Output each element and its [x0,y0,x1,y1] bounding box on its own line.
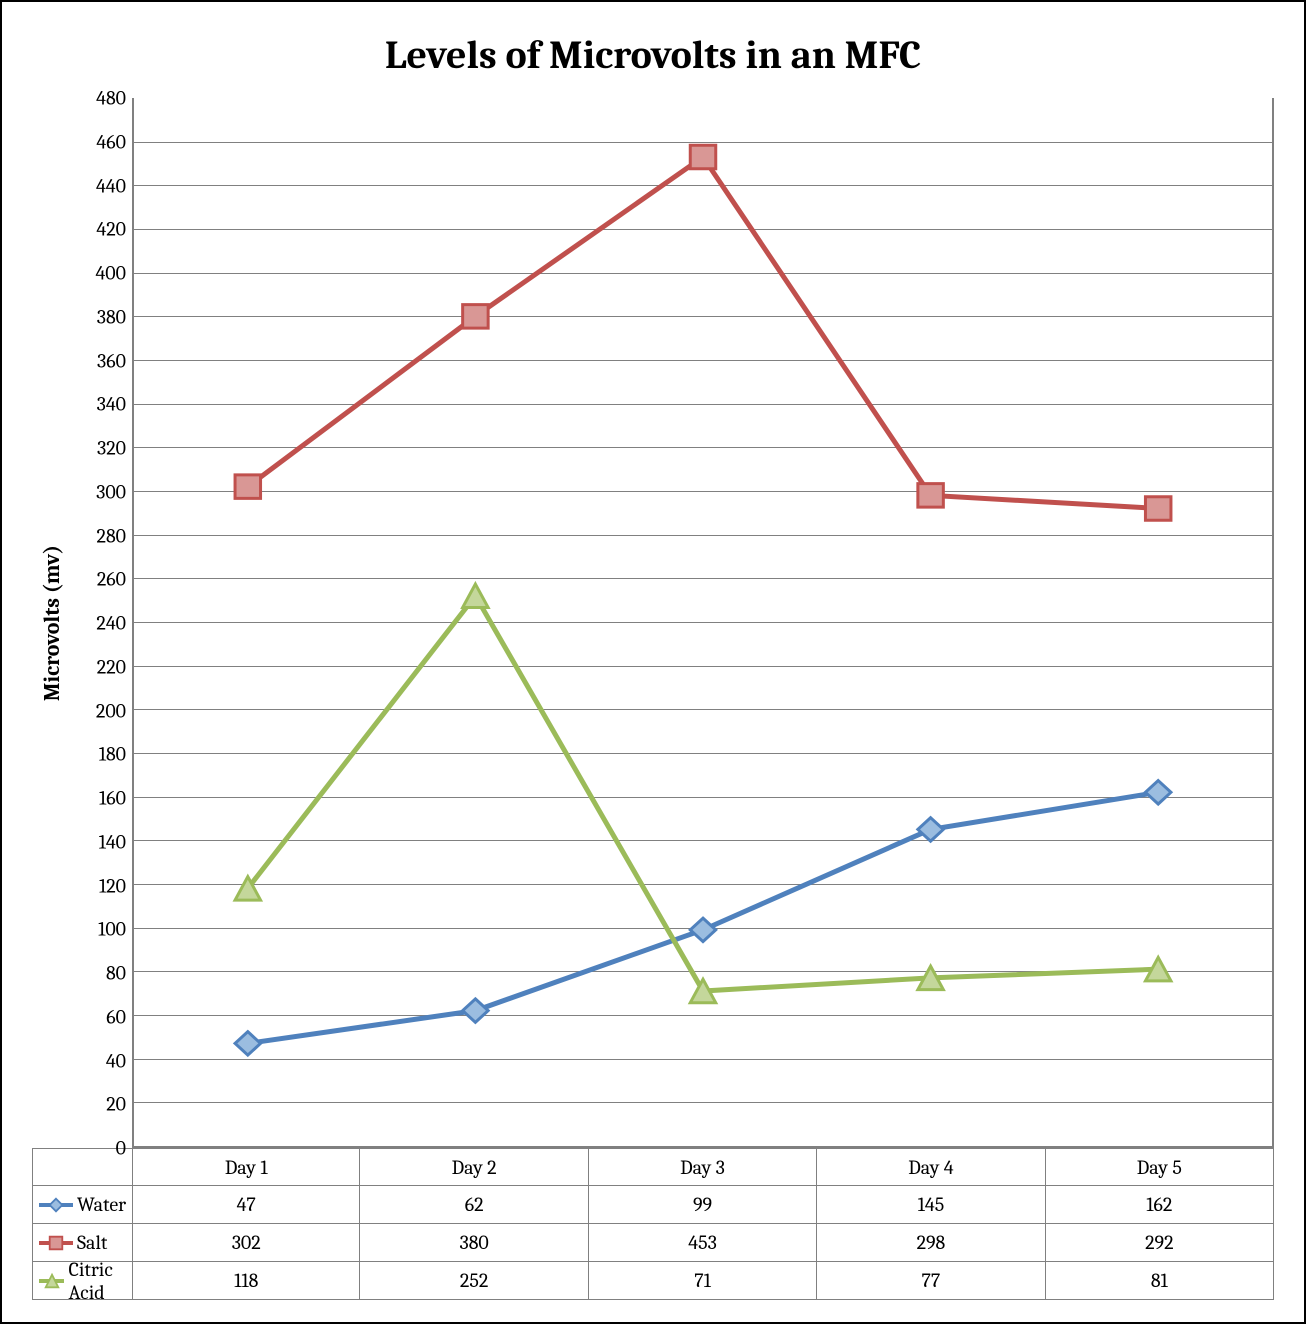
table-cell: 380 [360,1224,588,1262]
legend-label: Citric Acid [68,1258,132,1304]
y-tick-label: 80 [72,962,126,985]
legend-marker-salt [39,1235,73,1251]
y-tick-label: 60 [72,1005,126,1028]
legend-column: Water Salt Citric Acid [32,1148,132,1300]
data-column: Day 147302118 [132,1148,360,1300]
marker-water [235,1032,260,1055]
y-tick-label: 300 [72,480,126,503]
y-tick-label: 120 [72,874,126,897]
y-tick-label: 220 [72,655,126,678]
y-tick-label: 20 [72,1093,126,1116]
table-cell: 298 [817,1224,1045,1262]
y-tick-label: 340 [72,393,126,416]
category-header: Day 2 [360,1148,588,1186]
table-cell: 118 [132,1262,360,1300]
chart-container: Levels of Microvolts in an MFC Microvolt… [0,0,1306,1324]
chart-body: Microvolts (mv) 020406080100120140160180… [32,98,1274,1148]
legend-row-citric: Citric Acid [32,1262,132,1300]
legend-marker-water [39,1197,73,1213]
marker-salt [918,484,943,507]
y-tick-label: 480 [72,87,126,110]
y-tick-label: 100 [72,918,126,941]
data-column: Day 516229281 [1046,1148,1274,1300]
y-tick-label: 440 [72,174,126,197]
marker-salt [235,475,260,498]
table-cell: 453 [589,1224,817,1262]
legend-row-water: Water [32,1186,132,1224]
y-axis-label-wrap: Microvolts (mv) [32,98,72,1148]
y-tick-label: 460 [72,130,126,153]
y-tick-label: 180 [72,743,126,766]
legend-label: Water [77,1193,126,1216]
table-cell: 62 [360,1186,588,1224]
table-cell: 77 [817,1262,1045,1300]
table-cell: 99 [589,1186,817,1224]
legend-row-salt: Salt [32,1224,132,1262]
y-tick-label: 380 [72,305,126,328]
y-tick-label: 160 [72,787,126,810]
marker-salt [463,305,488,328]
y-tick-label: 200 [72,699,126,722]
data-column: Day 414529877 [817,1148,1045,1300]
y-tick-label: 0 [72,1137,126,1160]
y-tick-label: 320 [72,437,126,460]
data-column: Day 39945371 [589,1148,817,1300]
table-cell: 71 [589,1262,817,1300]
table-cell: 252 [360,1262,588,1300]
series-line-salt [248,157,1158,509]
category-header: Day 4 [817,1148,1045,1186]
y-tick-label: 40 [72,1049,126,1072]
table-cell: 145 [817,1186,1045,1224]
category-header: Day 1 [132,1148,360,1186]
marker-water [463,999,488,1022]
plot-svg [134,98,1272,1146]
marker-water [918,818,943,841]
table-cell: 302 [132,1224,360,1262]
data-table: WaterSaltCitric Acid Day 147302118Day 26… [32,1148,1274,1300]
data-column: Day 262380252 [360,1148,588,1300]
y-axis: 0204060801001201401601802002202402602803… [72,98,132,1148]
y-tick-label: 240 [72,612,126,635]
y-tick-label: 280 [72,524,126,547]
legend-label: Salt [77,1231,107,1254]
marker-salt [1145,497,1170,520]
table-cell: 47 [132,1186,360,1224]
chart-title: Levels of Microvolts in an MFC [32,32,1274,78]
data-columns: Day 147302118Day 262380252Day 39945371Da… [132,1148,1274,1300]
marker-water [690,918,715,941]
category-header: Day 3 [589,1148,817,1186]
table-cell: 81 [1046,1262,1274,1300]
marker-salt [690,145,715,168]
category-header: Day 5 [1046,1148,1274,1186]
table-cell: 162 [1046,1186,1274,1224]
table-cell: 292 [1046,1224,1274,1262]
legend-marker-citric [39,1273,64,1289]
y-tick-label: 360 [72,349,126,372]
y-tick-label: 260 [72,568,126,591]
y-tick-label: 140 [72,830,126,853]
plot-area [132,98,1274,1148]
y-axis-label: Microvolts (mv) [39,545,65,701]
y-tick-label: 420 [72,218,126,241]
y-tick-label: 400 [72,262,126,285]
marker-citric [463,584,488,607]
marker-water [1145,781,1170,804]
